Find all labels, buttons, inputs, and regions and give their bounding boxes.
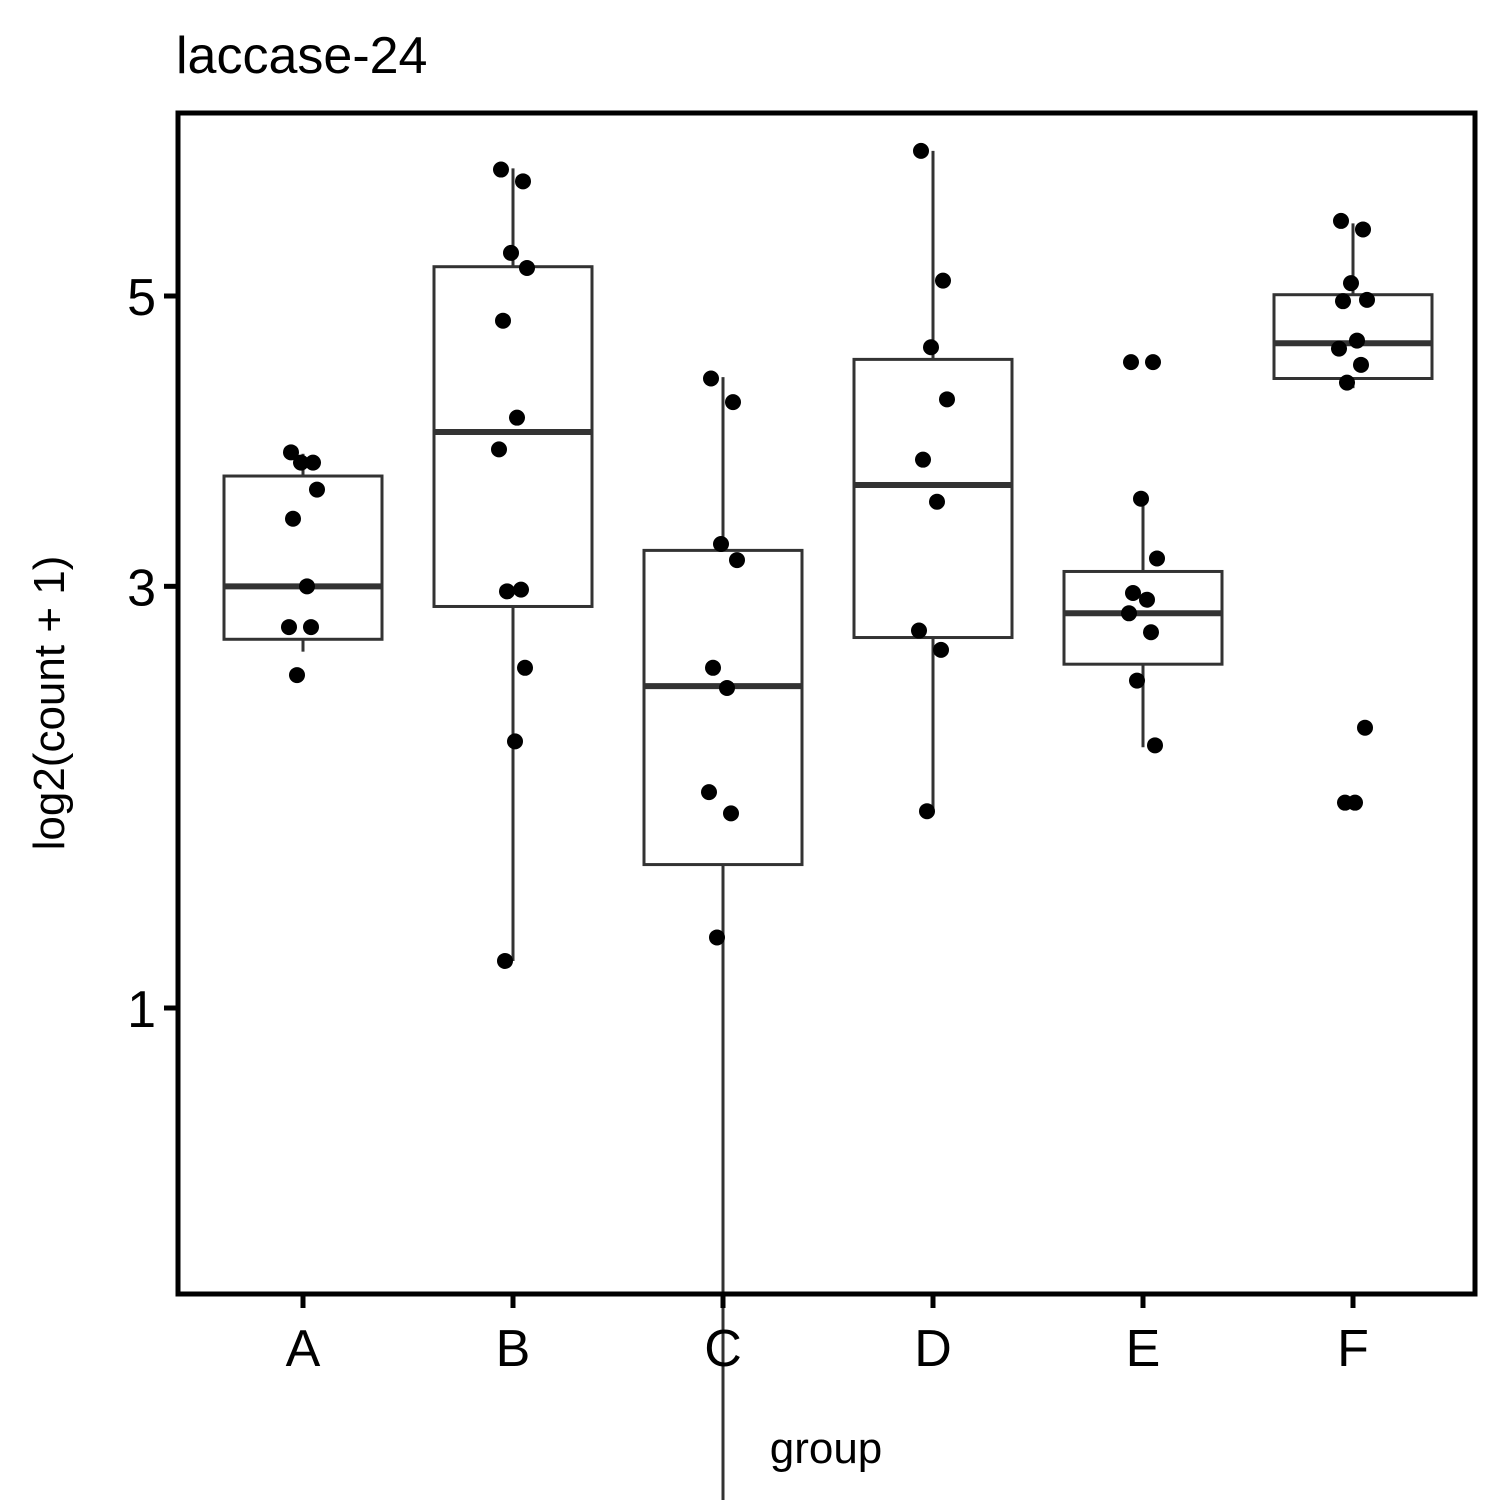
data-point [1149, 550, 1165, 566]
data-point [1349, 333, 1365, 349]
data-point [725, 394, 741, 410]
data-point [517, 660, 533, 676]
y-tick-label: 3 [127, 559, 156, 617]
data-point [723, 805, 739, 821]
data-point [299, 578, 315, 594]
data-point [1139, 592, 1155, 608]
box-iqr [224, 476, 382, 639]
data-point [1357, 720, 1373, 736]
chart-title: laccase-24 [176, 27, 427, 85]
data-point [503, 245, 519, 261]
data-point [1123, 354, 1139, 370]
data-point [497, 953, 513, 969]
data-point [929, 494, 945, 510]
data-point [911, 623, 927, 639]
data-point [1147, 737, 1163, 753]
data-point [1121, 605, 1137, 621]
y-tick-label: 1 [127, 981, 156, 1039]
data-point [1333, 213, 1349, 229]
box-group-a [224, 454, 382, 652]
box-group-b [434, 168, 592, 961]
data-point [705, 660, 721, 676]
data-point [509, 410, 525, 426]
data-point [281, 619, 297, 635]
box-group-d [854, 151, 1012, 811]
box-group-e [1064, 505, 1222, 747]
data-point [1355, 221, 1371, 237]
data-point [1331, 341, 1347, 357]
x-tick-label: A [286, 1320, 321, 1378]
data-point [703, 370, 719, 386]
data-point [923, 339, 939, 355]
data-point [491, 441, 507, 457]
data-point [1343, 275, 1359, 291]
data-point [713, 536, 729, 552]
data-point [933, 642, 949, 658]
data-point [1339, 375, 1355, 391]
data-point [519, 260, 535, 276]
box-iqr [644, 550, 802, 864]
x-tick-label: D [914, 1320, 952, 1378]
data-point [1125, 585, 1141, 601]
x-tick-label: B [496, 1320, 531, 1378]
data-point [513, 582, 529, 598]
data-point [499, 583, 515, 599]
data-point [1337, 795, 1353, 811]
data-point [293, 455, 309, 471]
y-axis-title: log2(count + 1) [25, 556, 74, 851]
data-point [493, 162, 509, 178]
x-tick-label: F [1337, 1320, 1369, 1378]
data-point [515, 173, 531, 189]
data-point [1353, 357, 1369, 373]
data-point [1335, 293, 1351, 309]
data-point [915, 452, 931, 468]
plot-panel-border [178, 113, 1475, 1294]
data-point [709, 929, 725, 945]
data-point [701, 784, 717, 800]
data-point [1133, 491, 1149, 507]
data-point [913, 143, 929, 159]
y-tick-label: 5 [127, 269, 156, 327]
data-point [285, 511, 301, 527]
box-iqr [1064, 571, 1222, 664]
data-point [303, 619, 319, 635]
data-point [729, 552, 745, 568]
data-point [495, 313, 511, 329]
data-point [1129, 673, 1145, 689]
data-point [1143, 624, 1159, 640]
data-point [719, 680, 735, 696]
data-point [919, 803, 935, 819]
x-axis-title: group [770, 1424, 883, 1473]
data-point [289, 667, 305, 683]
x-tick-label: C [704, 1320, 742, 1378]
box-group-f [1274, 223, 1432, 388]
data-point [309, 482, 325, 498]
data-point [1145, 354, 1161, 370]
box-iqr [434, 267, 592, 607]
data-point [935, 273, 951, 289]
data-point [939, 391, 955, 407]
data-point [1359, 292, 1375, 308]
data-point [507, 733, 523, 749]
x-tick-label: E [1126, 1320, 1161, 1378]
